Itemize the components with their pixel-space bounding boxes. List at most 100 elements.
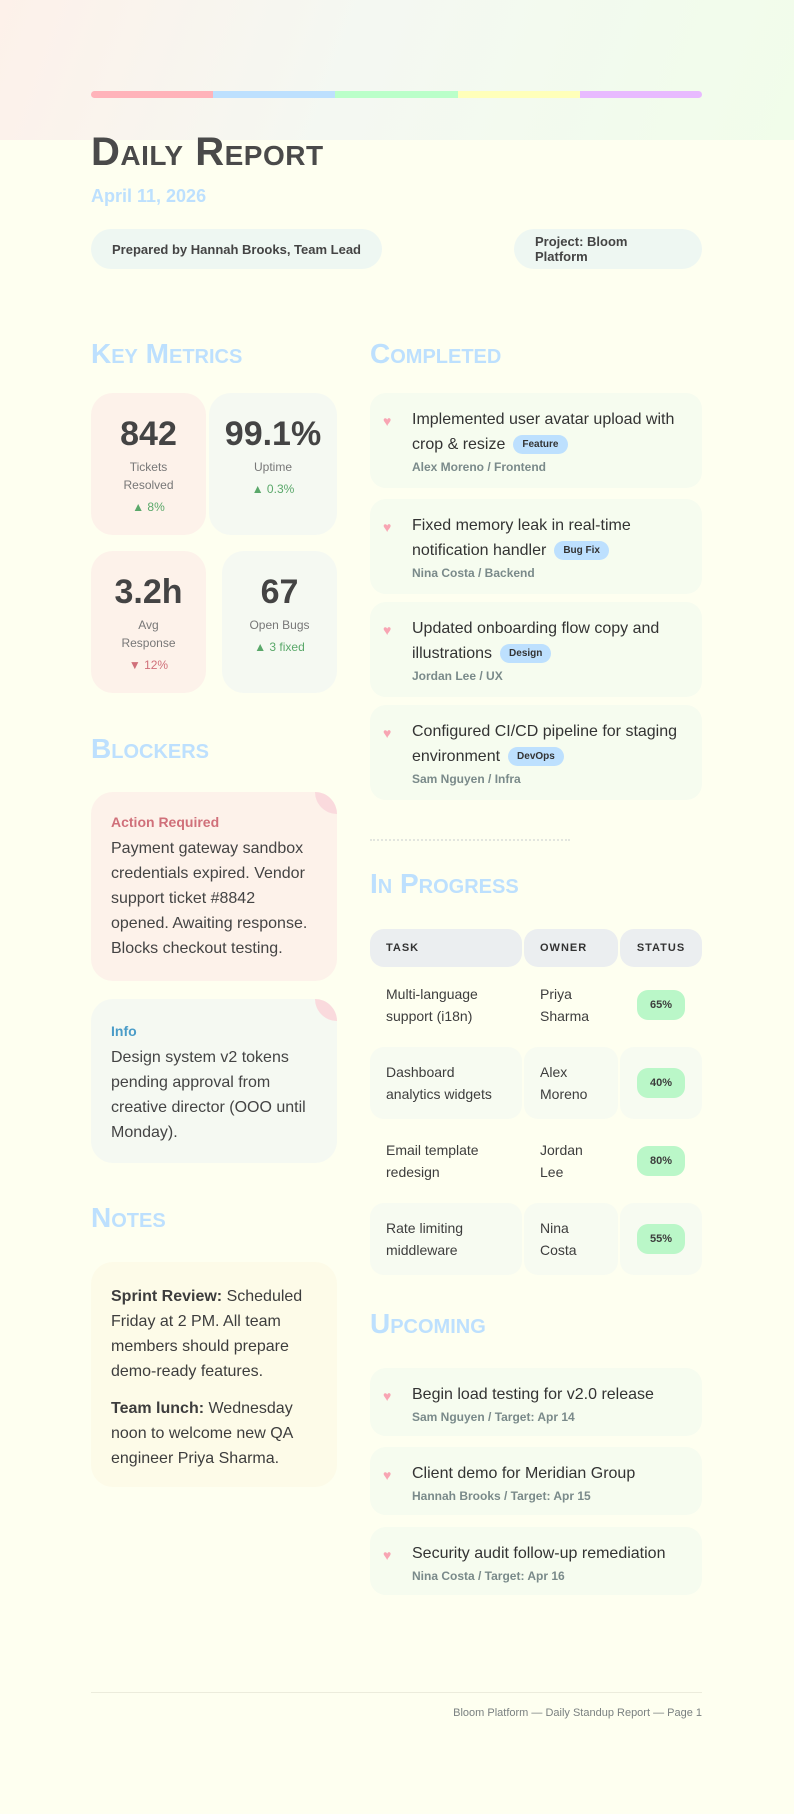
page-title: Daily Report [91,130,324,174]
report-date: April 11, 2026 [91,186,207,206]
metric-label: Open Bugs [249,618,310,632]
item-title: Configured CI/CD pipeline for staging en… [412,723,678,766]
upcoming-heading: Upcoming [370,1308,486,1339]
blocker-body: Design system v2 tokens pending approval… [111,1049,306,1141]
note-text: Scheduled Friday at 2 PM. All team membe… [111,1288,303,1380]
status-cell: 65% [620,969,702,1041]
prepared-by-pill: Prepared by Hannah Brooks, Team Lead [91,229,382,269]
owner-cell: Priya Sharma [540,986,590,1024]
item-tag: Feature [513,435,568,454]
blocker-info: Info Design system v2 tokens pending app… [91,999,337,1163]
metric-value: 67 [260,573,299,611]
item-meta: Sam Nguyen / Infra [412,772,521,786]
table-row: Multi-language support (i18n) Priya Shar… [370,969,702,1041]
task-cell: Rate limiting middleware [370,1203,522,1275]
table-row: Rate limiting middleware Nina Costa 55% [370,1203,702,1275]
upcoming-item: ♥ Client demo for Meridian Group Hannah … [370,1447,702,1515]
item-meta: Nina Costa / Target: Apr 16 [412,1569,565,1583]
notes-heading: Notes [91,1202,166,1233]
metric-card: 67 Open Bugs ▲ 3 fixed [222,551,337,693]
item-tag: Design [500,644,552,663]
footer-text: Bloom Platform — Daily Standup Report — … [453,1707,702,1719]
metric-card: 3.2h Avg Response ▼ 12% [91,551,206,693]
item-tag: Bug Fix [554,541,609,560]
in-progress-table: TASK OWNER STATUS Multi-language support… [370,929,702,1275]
blockers-heading: Blockers [91,733,210,764]
item-meta: Sam Nguyen / Target: Apr 14 [412,1410,575,1424]
rainbow-bar [91,91,702,98]
heart-icon: ♥ [383,1388,392,1404]
status-cell: 55% [620,1203,702,1275]
key-metrics-heading: Key Metrics [91,338,243,369]
status-cell: 40% [620,1047,702,1119]
blocker-body: Payment gateway sandbox credentials expi… [111,840,308,957]
blocker-action-required: Action Required Payment gateway sandbox … [91,792,337,981]
note-label: Sprint Review: [111,1288,223,1305]
item-meta: Alex Moreno / Frontend [412,460,547,474]
heart-icon: ♥ [383,725,392,741]
item-meta: Jordan Lee / UX [412,669,503,683]
notes-box: Sprint Review: Scheduled Friday at 2 PM.… [91,1262,337,1487]
progress-badge: 80% [636,1146,686,1176]
table-row: Dashboard analytics widgets Alex Moreno … [370,1047,702,1119]
note-item: Sprint Review: Scheduled Friday at 2 PM.… [111,1284,317,1384]
progress-badge: 55% [636,1224,686,1254]
item-tag: DevOps [508,747,564,766]
task-cell: Email template redesign [386,1142,479,1180]
metric-label: Avg Response [121,618,176,650]
metric-delta: ▼ 12% [128,658,169,672]
metric-label: Tickets Resolved [123,460,174,492]
metric-label: Uptime [253,460,292,474]
table-header: TASK OWNER STATUS [370,929,702,967]
note-item: Team lunch: Wednesday noon to welcome ne… [111,1396,317,1471]
item-meta: Hannah Brooks / Target: Apr 15 [412,1489,591,1503]
heart-icon: ♥ [383,413,392,429]
item-meta: Nina Costa / Backend [412,566,535,580]
metric-delta: ▲ 0.3% [251,482,295,496]
item-title: Implemented user avatar upload with crop… [412,411,675,454]
metric-value: 3.2h [114,573,183,611]
in-progress-heading: In Progress [370,868,519,899]
header-band [0,0,794,140]
table-row: Email template redesign Jordan Lee 80% [370,1125,702,1197]
blocker-title: Info [111,1023,137,1039]
upcoming-item: ♥ Begin load testing for v2.0 release Sa… [370,1368,702,1436]
completed-item: ♥ Implemented user avatar upload with cr… [370,393,702,488]
completed-item: ♥ Fixed memory leak in real-time notific… [370,499,702,594]
metric-delta: ▲ 8% [132,500,165,514]
column-header-task: TASK [370,929,522,967]
task-cell: Dashboard analytics widgets [370,1047,522,1119]
project-pill: Project: Bloom Platform [514,229,702,269]
heart-icon: ♥ [383,1547,392,1563]
owner-cell: Jordan Lee [540,1142,583,1180]
metric-card: 99.1% Uptime ▲ 0.3% [209,393,337,535]
divider [370,839,570,841]
item-title: Fixed memory leak in real-time notificat… [412,517,631,560]
footer-divider [91,1692,702,1693]
completed-item: ♥ Updated onboarding flow copy and illus… [370,602,702,697]
heart-icon: ♥ [383,622,392,638]
status-cell: 80% [620,1125,702,1197]
upcoming-item: ♥ Security audit follow-up remediation N… [370,1527,702,1595]
item-title: Security audit follow-up remediation [412,1545,666,1562]
completed-heading: Completed [370,338,502,369]
column-header-owner: OWNER [524,929,618,967]
note-label: Team lunch: [111,1400,205,1417]
metric-delta: ▲ 3 fixed [254,640,305,654]
task-cell: Multi-language support (i18n) [386,986,478,1024]
corner-decoration [315,999,337,1021]
corner-decoration [315,792,337,814]
owner-cell: Alex Moreno [524,1047,618,1119]
item-title: Client demo for Meridian Group [412,1465,636,1482]
column-header-status: STATUS [620,929,702,967]
item-title: Begin load testing for v2.0 release [412,1386,654,1403]
metric-value: 842 [120,415,177,453]
completed-item: ♥ Configured CI/CD pipeline for staging … [370,705,702,800]
heart-icon: ♥ [383,1467,392,1483]
metric-value: 99.1% [224,415,322,453]
blocker-title: Action Required [111,814,220,830]
metric-card: 842 Tickets Resolved ▲ 8% [91,393,206,535]
item-title: Updated onboarding flow copy and illustr… [412,620,660,663]
heart-icon: ♥ [383,519,392,535]
owner-cell: Nina Costa [524,1203,618,1275]
